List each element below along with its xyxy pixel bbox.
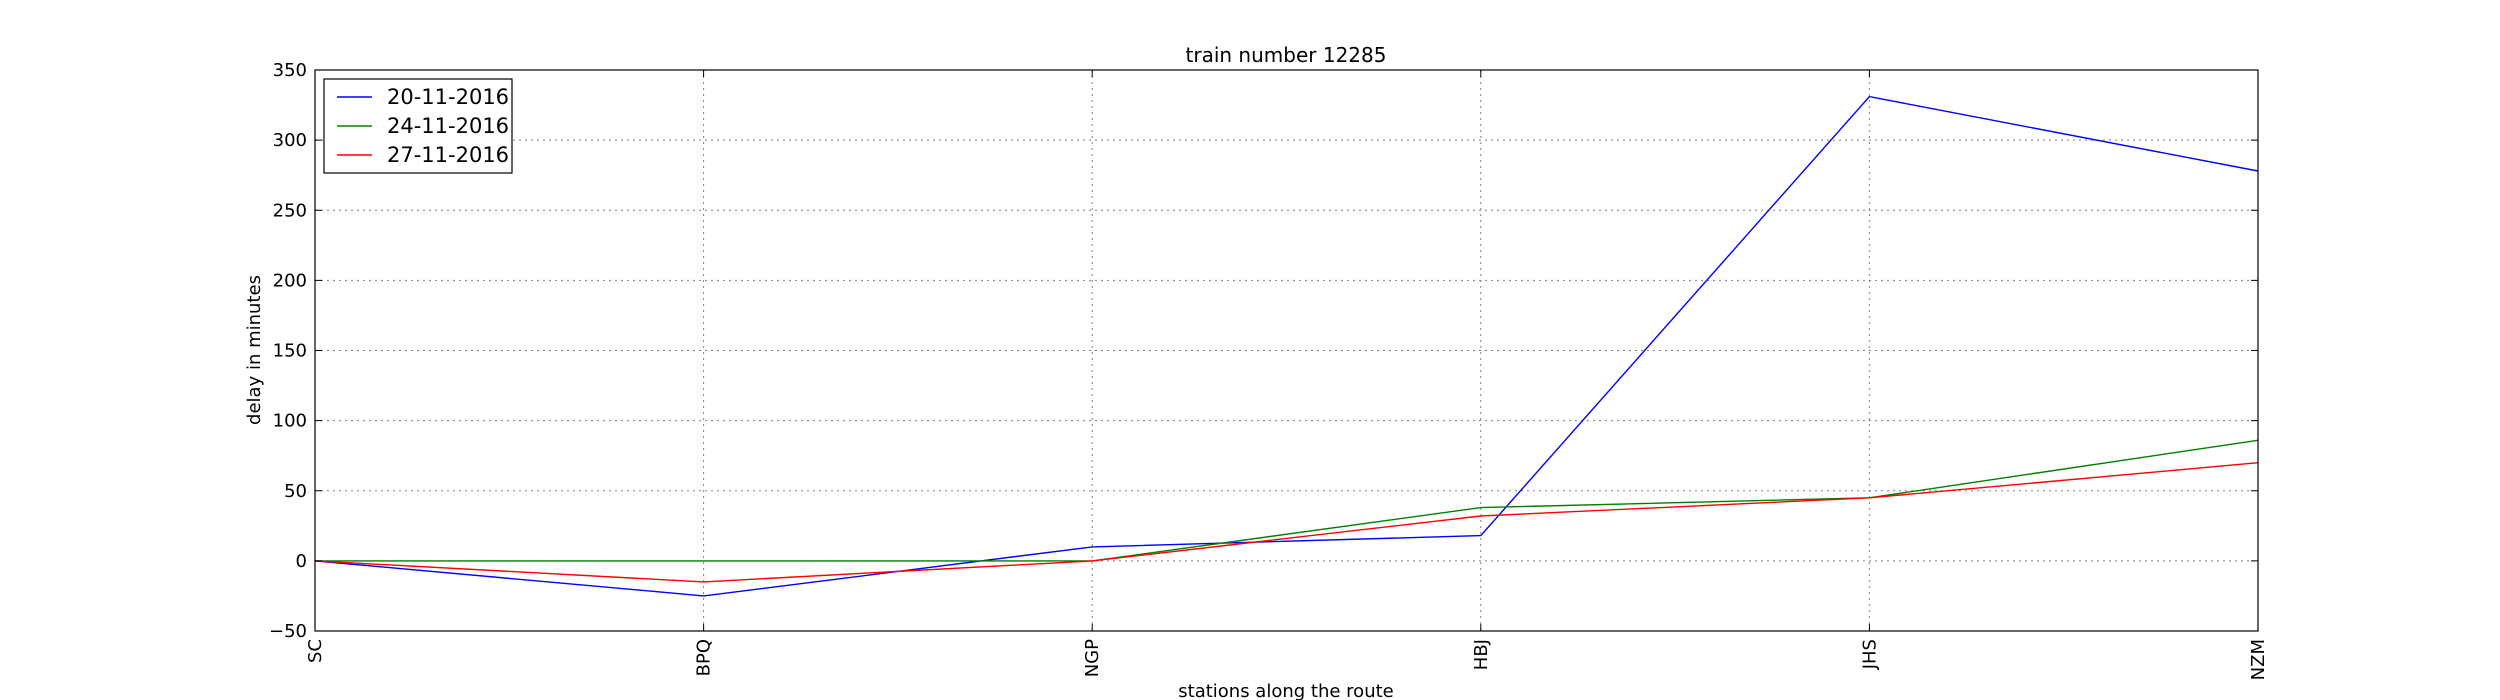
y-tick-label: 100 bbox=[273, 411, 307, 432]
axis-ticks bbox=[314, 69, 2259, 632]
grid-lines bbox=[315, 70, 2258, 631]
y-tick-label: 350 bbox=[273, 60, 307, 81]
x-tick-label: JHS bbox=[1859, 639, 1880, 670]
series-line-24-11-2016 bbox=[315, 439, 2259, 562]
series-line-20-11-2016 bbox=[314, 95, 2259, 597]
x-tick-label: NZM bbox=[2248, 639, 2269, 680]
y-axis-label: delay in minutes bbox=[244, 275, 265, 425]
legend-entry-label: 20-11-2016 bbox=[387, 85, 509, 109]
y-tick-label: −50 bbox=[269, 621, 307, 642]
x-tick-label: BPQ bbox=[694, 639, 715, 676]
y-tick-label: 300 bbox=[273, 130, 307, 151]
x-tick-label: NGP bbox=[1082, 639, 1103, 677]
y-tick-label: 250 bbox=[273, 200, 307, 221]
chart-title: train number 12285 bbox=[1186, 43, 1387, 67]
x-tick-label: HBJ bbox=[1471, 639, 1492, 670]
series-line-27-11-2016 bbox=[314, 462, 2259, 583]
legend: 20-11-2016 24-11-2016 27-11-2016 bbox=[323, 78, 513, 174]
x-axis-label: stations along the route bbox=[1178, 681, 1393, 700]
y-tick-labels: −50 0 50 100 150 200 250 300 350 bbox=[269, 60, 307, 642]
y-tick-label: 200 bbox=[273, 270, 307, 291]
legend-entry-label: 27-11-2016 bbox=[387, 143, 509, 167]
legend-entry-label: 24-11-2016 bbox=[387, 114, 509, 138]
y-tick-label: 0 bbox=[296, 551, 307, 572]
x-tick-labels: SC BPQ NGP HBJ JHS NZM bbox=[305, 639, 2269, 680]
y-tick-label: 150 bbox=[273, 341, 307, 362]
series-lines bbox=[314, 95, 2259, 597]
x-tick-label: SC bbox=[305, 639, 326, 663]
y-tick-label: 50 bbox=[284, 481, 307, 502]
